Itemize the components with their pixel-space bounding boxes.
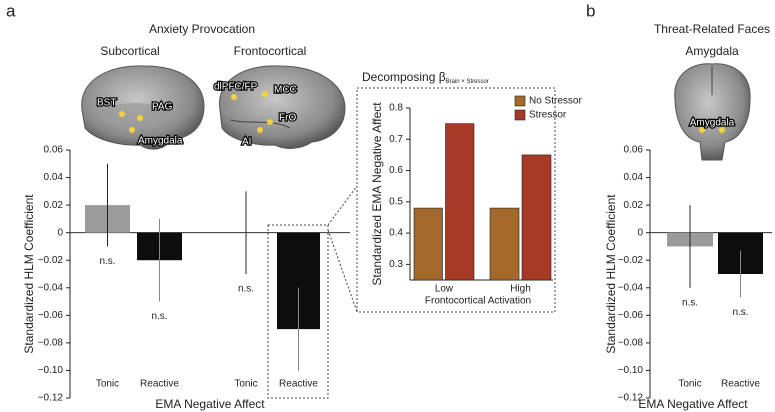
y-tick-label: −0.06: [618, 310, 644, 321]
y-tick-label: −0.02: [38, 255, 64, 266]
panel-subtitle: Amygdala: [685, 44, 739, 58]
inset-title: Decomposing βBrain × Stressor: [362, 70, 489, 84]
region-label: AI: [242, 137, 251, 148]
y-tick-label: −0.10: [38, 365, 64, 376]
y-tick-label: 0.02: [44, 200, 64, 211]
y-tick-label: −0.12: [38, 393, 64, 404]
y-axis-title: Standardized HLM Coefficient: [22, 194, 36, 354]
x-tick-label: Tonic: [678, 379, 701, 390]
inset-title-subscript: Brain × Stressor: [446, 79, 489, 85]
x-tick-label: High: [510, 284, 531, 295]
region-label: FrO: [279, 113, 296, 124]
inset-title-main: Decomposing β: [362, 70, 446, 84]
x-axis-title: EMA Negative Affect: [638, 397, 748, 411]
y-tick-label: 0.06: [44, 145, 64, 156]
brain-frontocortical: [219, 65, 346, 149]
y-tick-label: 0.8: [389, 103, 403, 114]
y-tick-label: 0.02: [624, 200, 644, 211]
annotation: n.s.: [732, 307, 748, 318]
y-tick-label: −0.02: [618, 255, 644, 266]
panel-title: Threat-Related Faces: [654, 22, 770, 36]
bar: [413, 207, 443, 281]
inset-frame: [356, 87, 556, 313]
y-tick-label: −0.04: [38, 282, 64, 293]
legend-label: Stressor: [529, 110, 567, 121]
x-axis-title: Frontocortical Activation: [425, 296, 531, 307]
region-label: MCC: [274, 85, 297, 96]
y-tick-label: 0.06: [624, 145, 644, 156]
x-tick-label: Reactive: [140, 379, 179, 390]
bar: [445, 123, 475, 281]
y-tick-label: 0: [57, 227, 63, 238]
x-tick-label: Reactive: [721, 379, 760, 390]
y-tick-label: 0.5: [389, 196, 403, 207]
y-tick-label: −0.12: [618, 393, 644, 404]
connector: [327, 185, 358, 226]
y-tick-label: −0.08: [38, 338, 64, 349]
x-tick-label: Reactive: [279, 379, 318, 390]
y-tick-label: −0.08: [618, 338, 644, 349]
region-label: Amygdala: [690, 118, 735, 129]
x-tick-label: Low: [435, 284, 454, 295]
panel-label: b: [586, 1, 595, 20]
region-label: dlPFC/FP: [214, 82, 258, 93]
region-label: Amygdala: [138, 136, 183, 147]
connector: [327, 229, 358, 313]
highlight-box: [267, 224, 329, 399]
annotation: n.s.: [238, 284, 254, 295]
y-tick-label: −0.04: [618, 282, 644, 293]
x-tick-label: Tonic: [234, 379, 257, 390]
y-axis-title: Standardized EMA Negative Affect: [370, 102, 384, 286]
annotation: n.s.: [99, 256, 115, 267]
y-tick-label: −0.10: [618, 365, 644, 376]
y-tick-label: 0.6: [389, 165, 403, 176]
legend-label: No Stressor: [529, 96, 582, 107]
brain-coronal: [674, 63, 751, 161]
y-tick-label: 0.3: [389, 259, 403, 270]
group-label: Subcortical: [100, 44, 159, 58]
region-label: PAG: [152, 102, 173, 113]
y-tick-label: 0.4: [389, 228, 403, 239]
bar: [489, 207, 520, 281]
y-tick-label: −0.06: [38, 310, 64, 321]
y-tick-label: 0.7: [389, 134, 403, 145]
panel-label: a: [6, 1, 16, 20]
legend-swatch: [514, 109, 526, 121]
x-tick-label: Tonic: [96, 379, 119, 390]
y-tick-label: 0.04: [44, 172, 64, 183]
region-label: BST: [97, 98, 116, 109]
bar: [521, 154, 552, 281]
brain-subcortical: [81, 65, 205, 150]
panel-title: Anxiety Provocation: [149, 22, 255, 36]
legend-swatch: [514, 95, 526, 107]
y-axis-title: Standardized HLM Coefficient: [604, 194, 618, 354]
group-label: Frontocortical: [234, 44, 307, 58]
annotation: n.s.: [151, 311, 167, 322]
y-tick-label: 0.04: [624, 172, 644, 183]
x-axis-title: EMA Negative Affect: [155, 397, 265, 411]
annotation: n.s.: [682, 297, 698, 308]
y-tick-label: 0: [637, 227, 643, 238]
